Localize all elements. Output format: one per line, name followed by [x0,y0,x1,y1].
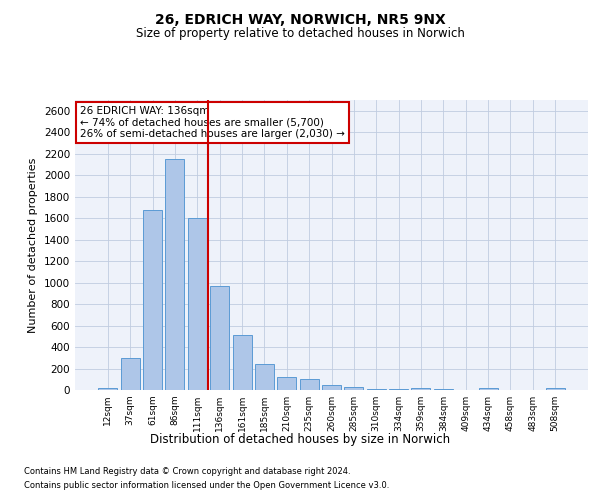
Bar [98,388,118,390]
Bar [143,210,162,390]
Bar [299,380,319,390]
Bar [166,159,184,390]
Bar [233,335,251,390]
Y-axis label: Number of detached properties: Number of detached properties [28,158,38,332]
Bar [545,388,565,390]
Text: 26 EDRICH WAY: 136sqm
← 74% of detached houses are smaller (5,700)
26% of semi-d: 26 EDRICH WAY: 136sqm ← 74% of detached … [80,106,345,139]
Bar [277,377,296,390]
Text: Contains HM Land Registry data © Crown copyright and database right 2024.: Contains HM Land Registry data © Crown c… [24,468,350,476]
Text: Contains public sector information licensed under the Open Government Licence v3: Contains public sector information licen… [24,481,389,490]
Bar [188,218,207,390]
Text: Distribution of detached houses by size in Norwich: Distribution of detached houses by size … [150,432,450,446]
Bar [210,286,229,390]
Bar [255,364,274,390]
Bar [412,388,430,390]
Bar [344,387,364,390]
Bar [479,388,497,390]
Text: Size of property relative to detached houses in Norwich: Size of property relative to detached ho… [136,28,464,40]
Text: 26, EDRICH WAY, NORWICH, NR5 9NX: 26, EDRICH WAY, NORWICH, NR5 9NX [155,12,445,26]
Bar [322,385,341,390]
Bar [121,358,140,390]
